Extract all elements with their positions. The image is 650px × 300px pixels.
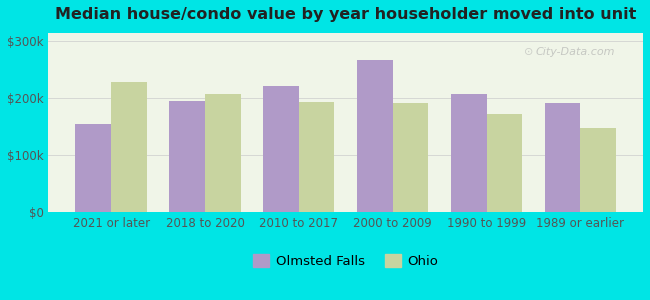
Bar — [299, 102, 335, 212]
Text: ⊙: ⊙ — [524, 47, 534, 57]
Bar — [451, 94, 486, 212]
Bar — [263, 86, 299, 212]
Bar — [75, 124, 111, 212]
Bar — [580, 128, 616, 212]
Bar — [545, 103, 580, 212]
Bar — [393, 103, 428, 212]
Bar — [169, 101, 205, 212]
Text: City-Data.com: City-Data.com — [536, 47, 616, 57]
Bar — [111, 82, 147, 212]
Bar — [205, 94, 240, 212]
Bar — [357, 59, 393, 212]
Bar — [486, 114, 522, 212]
Title: Median house/condo value by year householder moved into unit: Median house/condo value by year househo… — [55, 7, 636, 22]
Legend: Olmsted Falls, Ohio: Olmsted Falls, Ohio — [248, 248, 443, 273]
